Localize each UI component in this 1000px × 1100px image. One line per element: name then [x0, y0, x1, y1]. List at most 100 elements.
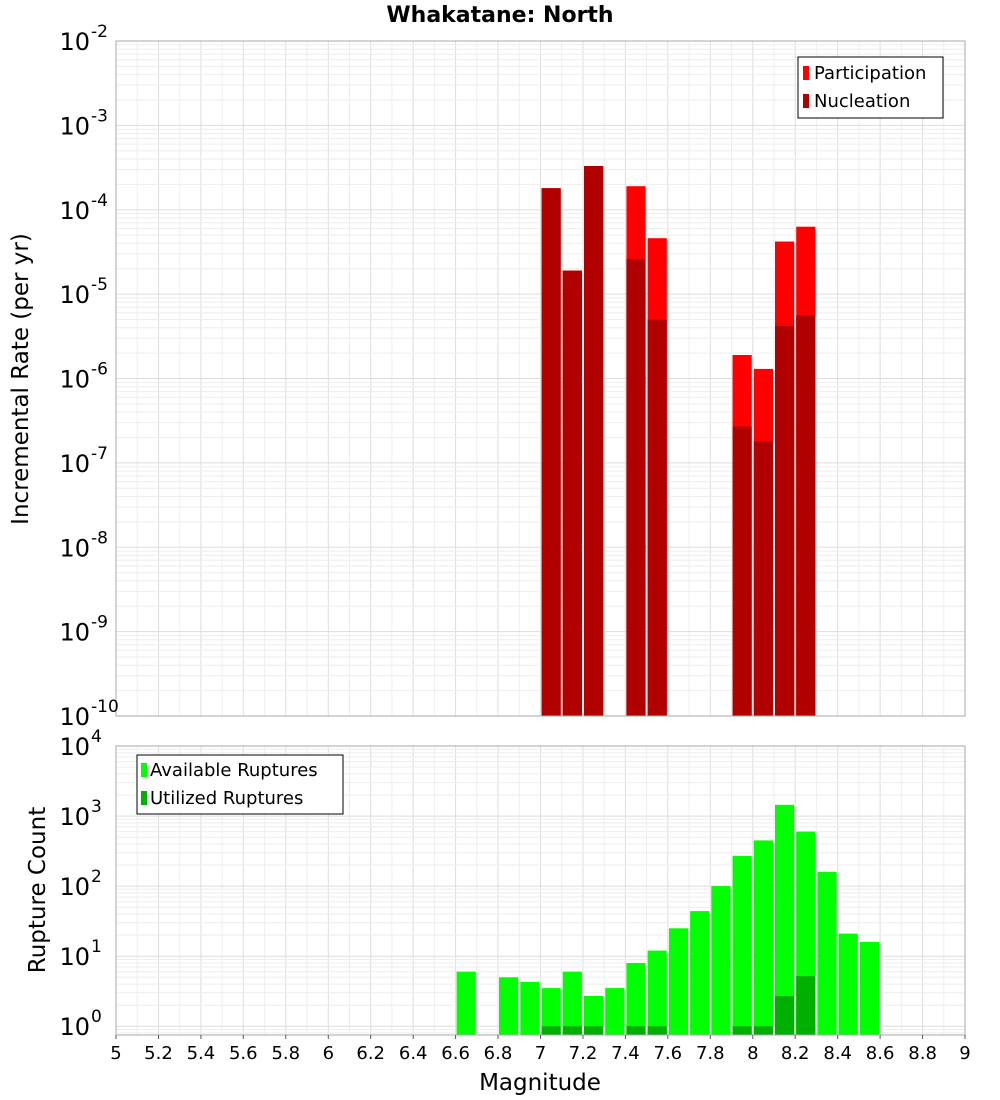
top-y-axis-label: Incremental Rate (per yr): [8, 233, 34, 525]
x-tick-label: 8.4: [823, 1043, 852, 1064]
x-tick-label: 6.4: [399, 1043, 428, 1064]
x-tick-label: 7.4: [611, 1043, 640, 1064]
y-tick-exponent: 0: [91, 1007, 102, 1027]
top-plot-frame: [115, 40, 966, 717]
bar-utilized-ruptures: [753, 1026, 773, 1035]
chart-title: Whakatane: North: [386, 3, 613, 28]
y-tick-label: 10: [59, 534, 90, 562]
legend-swatch-available-ruptures: [141, 763, 147, 777]
y-tick-label: 10: [59, 619, 90, 647]
x-tick-label: 5.8: [271, 1043, 300, 1064]
y-tick-label: 10: [59, 703, 90, 731]
bar-available-ruptures: [605, 988, 625, 1035]
x-tick-label: 9: [959, 1043, 970, 1064]
x-tick-label: 7.6: [653, 1043, 682, 1064]
x-tick-label: 7.2: [569, 1043, 598, 1064]
bar-utilized-ruptures: [647, 1026, 667, 1035]
bar-available-ruptures: [541, 988, 561, 1035]
bar-nucleation: [753, 441, 773, 716]
y-tick-label: 10: [59, 1013, 90, 1041]
x-tick-label: 8.2: [781, 1043, 810, 1064]
y-tick-exponent: 2: [91, 867, 102, 887]
y-tick-label: 10: [59, 450, 90, 478]
y-tick-label: 10: [59, 803, 90, 831]
bar-utilized-ruptures: [775, 996, 795, 1035]
bar-available-ruptures: [711, 886, 731, 1035]
bar-nucleation: [775, 325, 795, 716]
bar-nucleation: [584, 166, 604, 716]
y-tick-exponent: -3: [91, 106, 108, 126]
legend-swatch-utilized-ruptures: [141, 791, 147, 805]
y-tick-label: 10: [59, 28, 90, 56]
y-tick-exponent: -8: [91, 528, 108, 548]
x-tick-label: 5: [110, 1043, 121, 1064]
bar-available-ruptures: [859, 941, 880, 1035]
bar-utilized-ruptures: [626, 1026, 646, 1035]
bottom-legend: Available Ruptures Utilized Ruptures: [136, 754, 344, 815]
bar-nucleation: [626, 259, 646, 716]
bar-utilized-ruptures: [584, 1026, 604, 1035]
x-tick-label: 6.8: [484, 1043, 513, 1064]
y-tick-exponent: -7: [91, 444, 108, 464]
bar-utilized-ruptures: [562, 1026, 582, 1035]
x-tick-label: 8: [747, 1043, 758, 1064]
top-bars: [541, 166, 816, 716]
x-tick-label: 6.6: [441, 1043, 470, 1064]
legend-label-available-ruptures: Available Ruptures: [150, 760, 318, 781]
x-tick-label: 5.6: [229, 1043, 258, 1064]
bar-available-ruptures: [647, 950, 667, 1035]
y-tick-exponent: -10: [91, 697, 119, 717]
top-legend: Participation Nucleation: [797, 56, 944, 119]
y-tick-label: 10: [59, 943, 90, 971]
bar-available-ruptures: [456, 971, 476, 1035]
bar-utilized-ruptures: [732, 1026, 752, 1035]
legend-label-nucleation: Nucleation: [814, 91, 910, 112]
bar-available-ruptures: [753, 840, 773, 1035]
bar-available-ruptures: [775, 804, 795, 1035]
bar-nucleation: [541, 188, 561, 716]
y-tick-label: 10: [59, 197, 90, 225]
y-tick-label: 10: [59, 112, 90, 140]
x-tick-label: 5.2: [144, 1043, 173, 1064]
bar-available-ruptures: [690, 911, 710, 1035]
bar-nucleation: [562, 270, 582, 716]
bottom-bars: [456, 804, 880, 1035]
x-tick-label: 8.8: [908, 1043, 937, 1064]
y-tick-exponent: 4: [91, 727, 102, 747]
bar-available-ruptures: [499, 977, 519, 1035]
y-tick-exponent: -9: [91, 613, 108, 633]
x-tick-label: 7.8: [696, 1043, 725, 1064]
bar-available-ruptures: [626, 963, 646, 1035]
legend-label-utilized-ruptures: Utilized Ruptures: [150, 788, 303, 809]
bar-utilized-ruptures: [541, 1026, 561, 1035]
bar-nucleation: [732, 426, 752, 716]
y-tick-exponent: 1: [91, 937, 102, 957]
y-tick-exponent: -6: [91, 360, 108, 380]
legend-swatch-nucleation: [803, 94, 809, 108]
y-tick-label: 10: [59, 733, 90, 761]
y-tick-exponent: -2: [91, 22, 108, 42]
bar-nucleation: [796, 315, 816, 716]
legend-label-participation: Participation: [814, 63, 926, 84]
bar-available-ruptures: [562, 971, 582, 1035]
y-tick-label: 10: [59, 281, 90, 309]
x-tick-label: 7: [535, 1043, 546, 1064]
top-legend-box: [797, 56, 944, 119]
bottom-y-axis-label: Rupture Count: [25, 807, 51, 973]
x-tick-label: 6: [323, 1043, 334, 1064]
x-ticks: 5 5.2 5.4 5.6 5.8 6 6.2 6.4 6.6 6.8 7 7.2 7.4 7.6 7.8 8…: [110, 1035, 971, 1064]
bar-available-ruptures: [732, 855, 752, 1035]
bar-nucleation: [647, 319, 667, 716]
x-axis-label: Magnitude: [479, 1070, 601, 1096]
x-tick-label: 6.2: [356, 1043, 385, 1064]
bar-available-ruptures: [584, 996, 604, 1035]
top-grid: [115, 41, 966, 717]
x-tick-label: 8.6: [866, 1043, 895, 1064]
y-tick-exponent: 3: [91, 797, 102, 817]
y-tick-exponent: -4: [91, 191, 108, 211]
bottom-legend-box: [136, 754, 344, 815]
